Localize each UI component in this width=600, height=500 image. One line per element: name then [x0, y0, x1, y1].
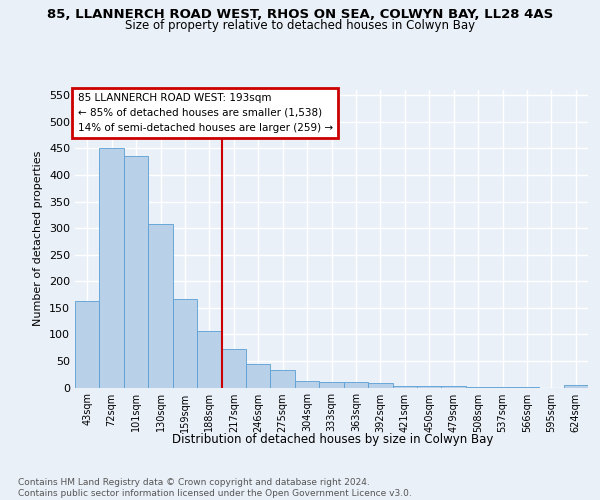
Bar	[197, 330, 221, 388]
Bar	[563, 385, 588, 388]
Bar	[392, 386, 417, 388]
Bar	[75, 301, 100, 388]
Bar	[417, 386, 442, 388]
Bar	[344, 382, 368, 388]
Bar	[295, 381, 319, 388]
Text: Distribution of detached houses by size in Colwyn Bay: Distribution of detached houses by size …	[172, 432, 494, 446]
Text: 85, LLANNERCH ROAD WEST, RHOS ON SEA, COLWYN BAY, LL28 4AS: 85, LLANNERCH ROAD WEST, RHOS ON SEA, CO…	[47, 8, 553, 22]
Bar	[368, 383, 392, 388]
Text: Contains HM Land Registry data © Crown copyright and database right 2024.
Contai: Contains HM Land Registry data © Crown c…	[18, 478, 412, 498]
Bar	[319, 382, 344, 388]
Bar	[515, 387, 539, 388]
Text: 85 LLANNERCH ROAD WEST: 193sqm
← 85% of detached houses are smaller (1,538)
14% : 85 LLANNERCH ROAD WEST: 193sqm ← 85% of …	[77, 93, 332, 132]
Bar	[148, 224, 173, 388]
Bar	[466, 387, 490, 388]
Text: Size of property relative to detached houses in Colwyn Bay: Size of property relative to detached ho…	[125, 19, 475, 32]
Bar	[246, 364, 271, 388]
Y-axis label: Number of detached properties: Number of detached properties	[34, 151, 43, 326]
Bar	[442, 386, 466, 388]
Bar	[124, 156, 148, 388]
Bar	[490, 387, 515, 388]
Bar	[271, 370, 295, 388]
Bar	[221, 348, 246, 388]
Bar	[173, 299, 197, 388]
Bar	[100, 148, 124, 388]
